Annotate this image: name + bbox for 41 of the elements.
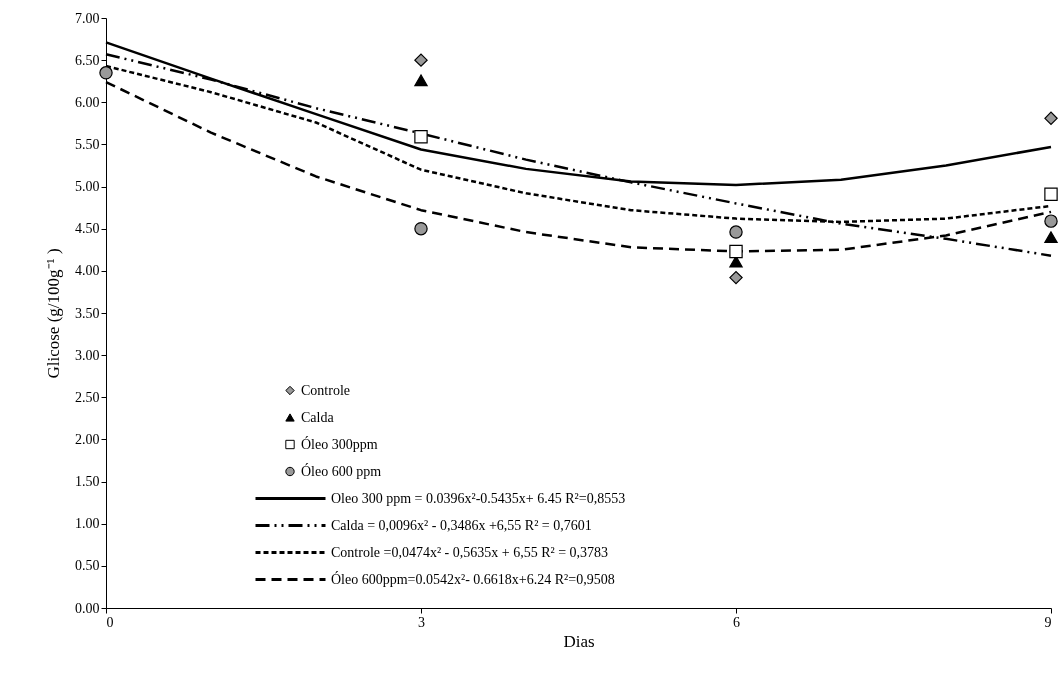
- point: [1044, 231, 1058, 244]
- legend-label: Óleo 600 ppm: [301, 462, 382, 479]
- y-tick-label: 4.00: [75, 263, 100, 279]
- legend-label: Oleo 300 ppm = 0.0396x²-0.5435x+ 6.45 R²=0,8553: [331, 490, 626, 506]
- point: [414, 74, 428, 87]
- x-tick-label: 6: [733, 614, 740, 630]
- point: [729, 270, 743, 285]
- x-tick-label: 9: [1044, 614, 1052, 630]
- legend-label: Controle: [301, 382, 350, 398]
- point: [1044, 214, 1058, 228]
- y-tick-label: 0.50: [75, 558, 100, 574]
- point: [99, 66, 113, 80]
- point: [729, 244, 743, 259]
- legend-label: Calda: [301, 409, 335, 425]
- point: [414, 222, 428, 236]
- point: [414, 130, 428, 144]
- legend-label: Calda = 0,0096x² - 0,3486x +6,55 R² = 0,7601: [331, 517, 592, 533]
- x-tick-label: 3: [418, 614, 425, 630]
- legend-label: Óleo 300ppm: [301, 435, 378, 452]
- legend-label: Controle =0,0474x² - 0,5635x + 6,55 R² = 0,3783: [331, 544, 609, 560]
- point: [1044, 187, 1058, 201]
- y-tick-label: 1.50: [75, 474, 100, 490]
- legend-label: Óleo 600ppm=0.0542x²- 0.6618x+6.24 R²=0,9508: [331, 570, 615, 587]
- x-axis-title: Dias: [563, 631, 595, 651]
- y-tick-label: 5.50: [75, 136, 100, 152]
- y-tick-label: 3.50: [75, 305, 100, 321]
- y-axis-title: Glicose (g/100g⁻¹ ): [44, 248, 63, 379]
- point: [1044, 111, 1058, 126]
- y-tick-label: 4.50: [75, 221, 100, 237]
- y-tick-label: 6.50: [75, 52, 100, 68]
- y-tick-label: 1.00: [75, 516, 100, 532]
- y-tick-label: 6.00: [75, 94, 100, 110]
- y-tick-label: 7.00: [75, 10, 100, 26]
- y-tick-label: 2.00: [75, 431, 100, 447]
- point: [414, 53, 428, 67]
- y-tick-label: 2.50: [75, 389, 100, 405]
- y-tick-label: 0.00: [75, 600, 100, 616]
- x-tick-label: 0: [106, 614, 114, 630]
- point: [729, 225, 743, 239]
- y-tick-label: 3.00: [75, 347, 100, 363]
- y-tick-label: 5.00: [75, 179, 100, 195]
